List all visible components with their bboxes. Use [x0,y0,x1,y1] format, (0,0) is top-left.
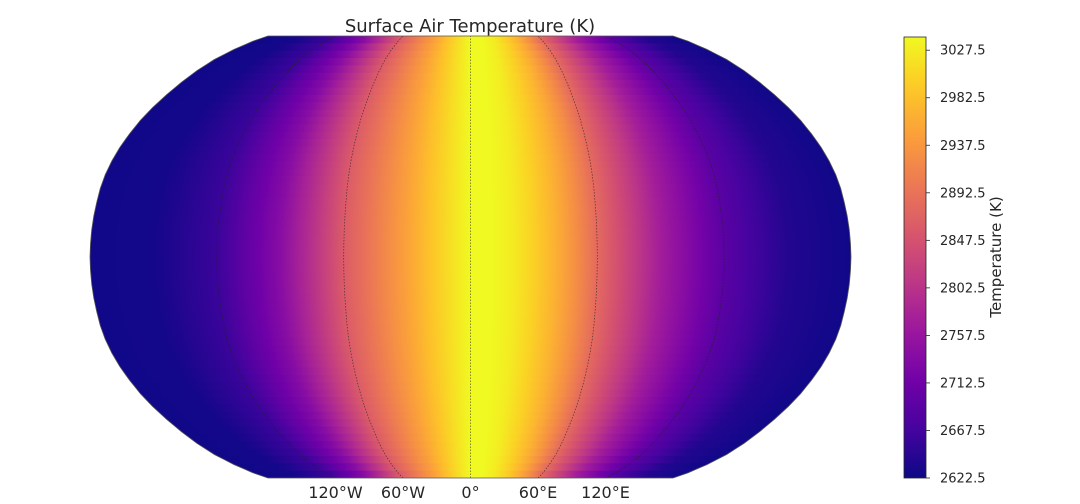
meridian-line [216,36,336,478]
colorbar: 2622.5 2667.5 2712.5 2757.5 2802.5 2847.5 2892… [903,36,1005,487]
colorbar-tick-label: 2937.5 [940,139,986,154]
temperature-row [90,220,851,229]
temperature-row [90,411,851,420]
temperature-row [90,396,851,405]
colorbar-tick-label: 2622.5 [940,472,986,487]
colorbar-tick-label: 2712.5 [940,376,986,391]
longitude-tick-label: 0° [461,483,479,502]
meridian-lines [216,36,725,478]
temperature-row [90,330,851,339]
colorbar-tick-label: 2847.5 [940,234,986,249]
temperature-row [90,198,851,207]
colorbar-tick-label: 2892.5 [940,186,986,201]
temperature-row [90,117,851,125]
temperature-row [90,301,851,310]
temperature-row [90,463,851,472]
colorbar-tick-label: 3027.5 [940,44,986,59]
temperature-row [90,249,851,258]
colorbar-tick-label: 2982.5 [940,91,986,106]
temperature-row [90,87,851,96]
temperature-row [90,72,851,81]
colorbar-tick-label: 2667.5 [940,424,986,439]
temperature-row [90,102,851,111]
temperature-row [90,345,851,354]
temperature-row [90,264,851,273]
temperature-row [90,124,851,133]
temperature-row [90,205,851,214]
longitude-tick-label: 60°W [381,483,425,502]
temperature-row [90,367,851,376]
temperature-row [90,441,851,450]
colorbar-gradient [903,36,927,479]
map-boundary [89,35,852,479]
temperature-row [90,286,851,295]
colorbar-ticks: 2622.5 2667.5 2712.5 2757.5 2802.5 2847.5 2892… [926,44,986,487]
temperature-row [90,234,851,243]
longitude-tick-label: 120°W [308,483,363,502]
longitude-tick-label: 60°E [519,483,557,502]
temperature-row [90,139,851,148]
temperature-row [90,183,851,192]
chart-title: Surface Air Temperature (K) [345,16,595,37]
map [89,35,852,479]
temperature-row [90,58,851,67]
longitude-tick-label: 120°E [581,483,630,502]
temperature-row [90,360,851,369]
temperature-row [90,153,851,162]
temperature-row [90,168,851,177]
temperature-row [90,426,851,435]
colorbar-tick-label: 2802.5 [940,281,986,296]
temperature-row [90,382,851,391]
colorbar-label: Temperature (K) [987,196,1005,318]
temperature-row [90,279,851,288]
temperature-row [90,43,851,52]
temperature-row [90,315,851,324]
longitude-tick-labels: 120°W 60°W 0° 60°E 120°E [308,483,630,502]
colorbar-tick-label: 2757.5 [940,329,986,344]
meridian-line [605,36,725,478]
